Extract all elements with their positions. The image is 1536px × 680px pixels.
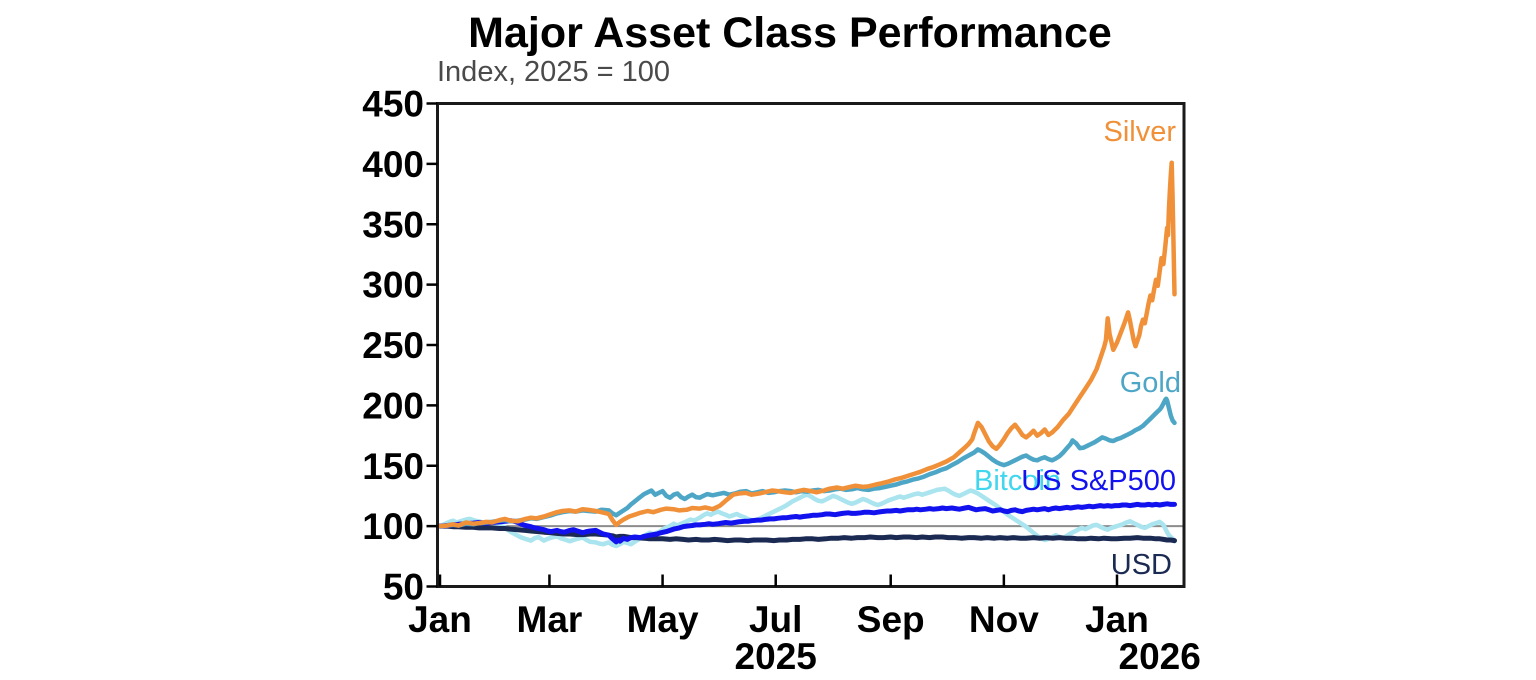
series-label-gold: Gold: [1120, 367, 1181, 399]
axis-labels-layer: 50 100 150 200 250 300 350 400 450 Jan Mar May Jul Se…: [362, 84, 1201, 678]
usd-line: [437, 523, 1177, 544]
x-tick-label: May: [627, 599, 699, 640]
gold-line: [437, 396, 1177, 529]
y-tick-label: 450: [362, 84, 424, 125]
y-tick-label: 50: [383, 567, 424, 608]
x-tick-label: Sep: [857, 599, 925, 640]
chart-subtitle: Index, 2025 = 100: [437, 56, 670, 88]
y-tick-label: 250: [362, 325, 424, 366]
series-label-silver: Silver: [1103, 116, 1176, 148]
y-tick-label: 400: [362, 144, 424, 185]
x-tick-label: Mar: [517, 599, 583, 640]
silver-line: [437, 160, 1177, 529]
x-tick-label: Jan: [408, 599, 472, 640]
x-tick-label: Jan: [1085, 599, 1149, 640]
x-tick-label: Jul: [749, 599, 802, 640]
chart-title: Major Asset Class Performance: [468, 9, 1112, 57]
year-label: 2025: [735, 636, 817, 677]
y-tick-label: 350: [362, 204, 424, 245]
year-label: 2026: [1119, 636, 1201, 677]
series-label-bitcoin: Bitcoin: [974, 465, 1061, 497]
y-tick-label: 100: [362, 506, 424, 547]
series-lines-layer: [437, 160, 1177, 549]
x-tick-label: Nov: [969, 599, 1039, 640]
series-label-us-s-p500: US S&P500: [1021, 465, 1176, 497]
y-tick-label: 200: [362, 385, 424, 426]
us-s-p500-line: [437, 501, 1177, 545]
y-tick-label: 150: [362, 446, 424, 487]
y-tick-label: 300: [362, 265, 424, 306]
series-label-usd: USD: [1111, 549, 1172, 581]
tick-layer: [426, 102, 1119, 588]
